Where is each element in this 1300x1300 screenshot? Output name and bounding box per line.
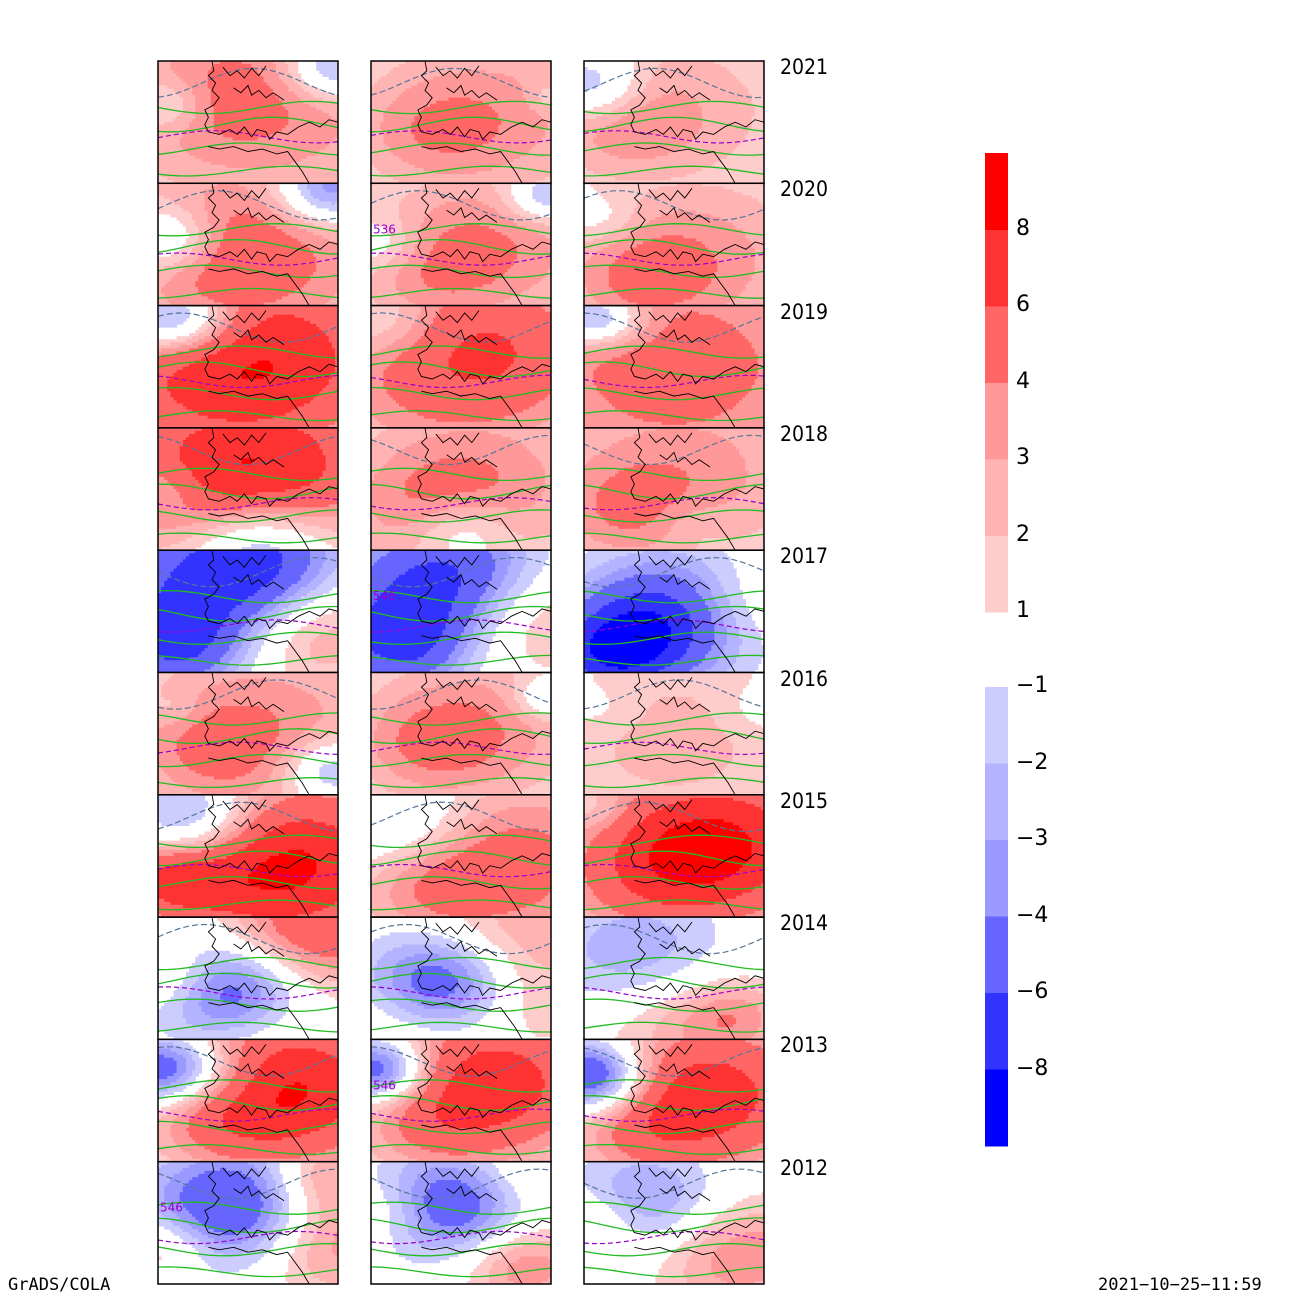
map-panel-2021-2 (371, 61, 552, 184)
map-panel-2021-3 (584, 61, 765, 184)
map-panel-2021-1 (158, 61, 339, 184)
